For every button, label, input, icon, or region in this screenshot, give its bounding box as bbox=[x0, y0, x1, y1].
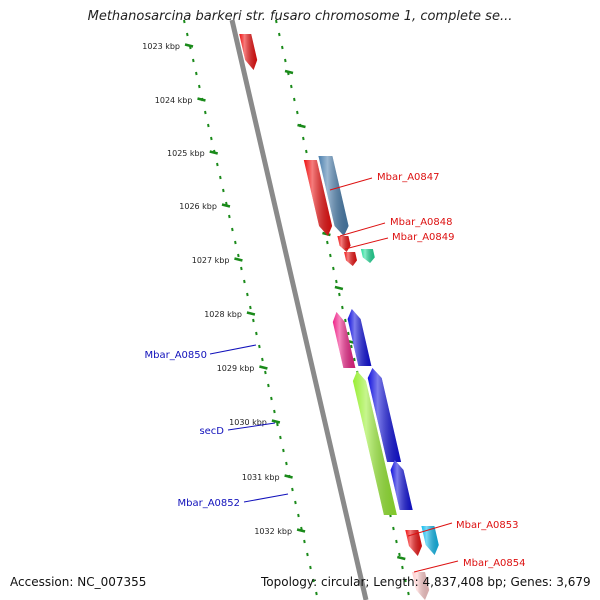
ruler-tick bbox=[246, 311, 256, 316]
labels: Mbar_A0847 Mbar_A0848 Mbar_A0849 Mbar_A0850… bbox=[144, 172, 526, 573]
gene-label-leader bbox=[209, 344, 257, 355]
ruler-tick bbox=[221, 203, 231, 208]
gene-label[interactable]: Mbar_A0850 bbox=[144, 350, 207, 361]
ruler-tick bbox=[271, 419, 281, 424]
gene-mbar-a0848[interactable] bbox=[337, 236, 351, 252]
ruler-tick bbox=[197, 97, 206, 102]
gene-label-leader bbox=[344, 237, 389, 250]
gene-label-leader bbox=[339, 222, 386, 237]
gene-mbar-a0849[interactable] bbox=[360, 249, 375, 263]
topology-text: Topology: circular; Length: 4,837,408 bp… bbox=[261, 575, 591, 589]
ruler-ticks: 1023 kbp 1024 kbp 1025 kbp 1026 kbp 1027 kbp… bbox=[142, 42, 306, 536]
features bbox=[239, 34, 439, 600]
ruler-tick-label: 1025 kbp bbox=[167, 149, 205, 158]
gene-label-leader bbox=[243, 493, 289, 503]
ruler-tick bbox=[209, 150, 219, 155]
ruler-tick bbox=[184, 43, 194, 48]
ruler-tick-label: 1030 kbp bbox=[229, 418, 267, 427]
ruler-tick-label: 1026 kbp bbox=[179, 202, 217, 211]
chromosome-backbone bbox=[229, 19, 369, 600]
ruler-tick bbox=[296, 528, 306, 533]
gene-label-leader bbox=[227, 422, 276, 431]
gene-label[interactable]: Mbar_A0847 bbox=[377, 172, 440, 183]
map-title: Methanosarcina barkeri str. fusaro chrom… bbox=[87, 9, 513, 24]
gene-label-leader bbox=[329, 177, 373, 191]
gene-mbar-a0853[interactable] bbox=[421, 526, 439, 555]
gene-label[interactable]: Mbar_A0849 bbox=[392, 232, 455, 243]
gene-label[interactable]: Mbar_A0852 bbox=[177, 498, 240, 509]
gene-label-leader bbox=[407, 522, 453, 537]
ruler-tick-label: 1023 kbp bbox=[142, 42, 180, 51]
ruler-tick-label: 1031 kbp bbox=[242, 473, 280, 482]
gene-label-leader bbox=[413, 560, 459, 573]
ruler-tick bbox=[259, 365, 268, 370]
gene-label[interactable]: Mbar_A0853 bbox=[456, 520, 519, 531]
gene-label[interactable]: Mbar_A0848 bbox=[390, 217, 453, 228]
accession-text: Accession: NC_007355 bbox=[10, 575, 147, 589]
ruler-tick-label: 1024 kbp bbox=[155, 96, 193, 105]
ruler-tick bbox=[284, 474, 293, 479]
gene-label[interactable]: Mbar_A0854 bbox=[463, 558, 526, 569]
ruler-tick-label: 1027 kbp bbox=[192, 256, 230, 265]
gene-label[interactable]: secD bbox=[199, 426, 224, 437]
ruler-tick-label: 1032 kbp bbox=[254, 527, 292, 536]
gene-feature[interactable] bbox=[344, 252, 357, 266]
ruler-tick-label: 1028 kbp bbox=[204, 310, 242, 319]
ruler-tick bbox=[234, 257, 243, 262]
ruler-tick-label: 1029 kbp bbox=[217, 364, 255, 373]
